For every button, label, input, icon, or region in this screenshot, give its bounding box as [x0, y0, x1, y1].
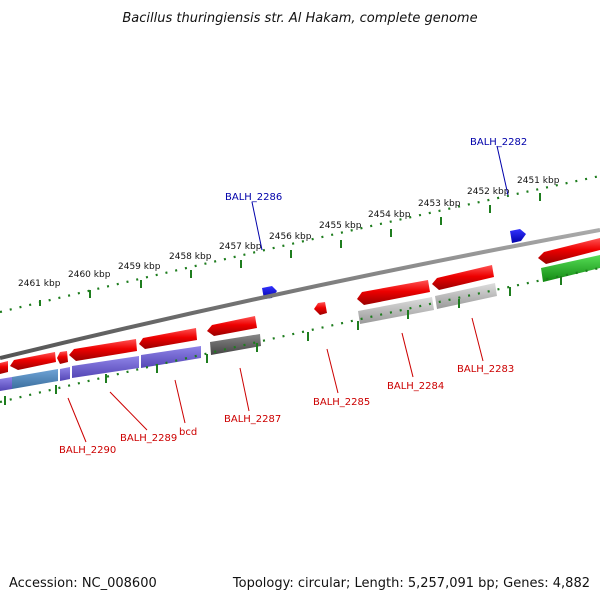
inner-ruler [0, 266, 600, 405]
gene-label-balh-2289[interactable]: BALH_2289 [120, 433, 177, 444]
gene-arrow[interactable] [432, 265, 494, 290]
track-segment [12, 369, 58, 389]
track-segment [210, 334, 261, 355]
accession-text: Accession: NC_008600 [9, 576, 157, 591]
gene-label-balh-2287[interactable]: BALH_2287 [224, 414, 281, 425]
tick-label: 2455 kbp [319, 221, 362, 231]
track-segment [541, 255, 600, 282]
gene-label-balh-2286[interactable]: BALH_2286 [225, 192, 282, 203]
outer-ruler [0, 174, 600, 314]
gene-label-balh-2282[interactable]: BALH_2282 [470, 137, 527, 148]
track-segment [141, 346, 201, 368]
reverse-strand-genes [0, 238, 600, 374]
map-title: Bacillus thuringiensis str. Al Hakam, co… [122, 11, 477, 26]
track-segment [72, 356, 139, 378]
gene-arrow-balh-2282[interactable] [510, 229, 526, 243]
gene-arrow[interactable] [10, 352, 56, 370]
gene-arrow[interactable] [0, 361, 8, 374]
annotation-track [0, 255, 600, 391]
gene-arrow[interactable] [207, 316, 257, 336]
tick-label: 2452 kbp [467, 187, 510, 197]
gene-label-balh-2285[interactable]: BALH_2285 [313, 397, 370, 408]
tick-label: 2454 kbp [368, 210, 411, 220]
tick-label: 2459 kbp [118, 262, 161, 272]
gene-arrow[interactable] [538, 238, 600, 264]
gene-arrow[interactable] [69, 339, 137, 361]
track-segment [0, 377, 12, 391]
genome-backbone [0, 228, 600, 360]
reverse-gene-labels: BALH_2290 BALH_2289 bcd BALH_2287 BALH_2… [59, 317, 514, 456]
tick-label: 2451 kbp [517, 176, 560, 186]
track-segment [435, 283, 497, 309]
track-segment [358, 297, 434, 324]
gene-arrow[interactable] [357, 280, 430, 305]
tick-label: 2457 kbp [219, 242, 262, 252]
gene-arrow[interactable] [57, 351, 68, 364]
tick-label: 2458 kbp [169, 252, 212, 262]
gene-label-bcd[interactable]: bcd [179, 427, 197, 438]
genome-summary-text: Topology: circular; Length: 5,257,091 bp… [232, 576, 590, 591]
tick-label: 2460 kbp [68, 270, 111, 280]
gene-label-balh-2283[interactable]: BALH_2283 [457, 364, 514, 375]
tick-label: 2461 kbp [18, 279, 61, 289]
track-segment [60, 367, 70, 381]
tick-label: 2456 kbp [269, 232, 312, 242]
tick-label: 2453 kbp [418, 199, 461, 209]
forward-gene-labels: BALH_2286 BALH_2282 [225, 137, 527, 251]
gene-arrow[interactable] [139, 328, 197, 349]
gene-label-balh-2290[interactable]: BALH_2290 [59, 445, 116, 456]
scale-labels: 2461 kbp 2460 kbp 2459 kbp 2458 kbp 2457… [18, 176, 560, 289]
gene-label-balh-2284[interactable]: BALH_2284 [387, 381, 444, 392]
gene-arrow[interactable] [314, 302, 327, 315]
